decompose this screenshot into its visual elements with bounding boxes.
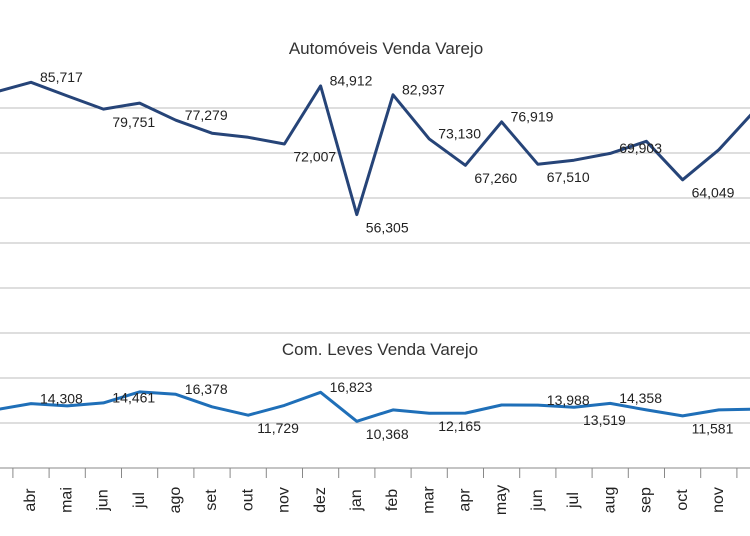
- data-label: 84,912: [330, 73, 373, 89]
- data-label: 67,510: [547, 169, 590, 185]
- x-tick-label: nov: [276, 487, 293, 513]
- data-label: 11,729: [257, 420, 299, 436]
- x-tick-label: jun: [95, 489, 112, 511]
- data-label: 13,519: [583, 412, 626, 428]
- data-label: 64,049: [692, 184, 735, 200]
- data-label: 69,903: [619, 140, 662, 156]
- chart-title: Automóveis Venda Varejo: [289, 39, 483, 58]
- data-label: 67,260: [474, 170, 517, 186]
- x-tick-label: feb: [384, 489, 401, 511]
- data-label: 12,165: [438, 418, 481, 434]
- x-tick-label: ago: [167, 487, 184, 514]
- x-tick-label: sep: [638, 487, 655, 513]
- data-label: 73,130: [438, 126, 481, 142]
- x-tick-label: nov: [710, 487, 727, 513]
- data-label: 14,461: [112, 390, 155, 406]
- x-tick-label: dez: [312, 487, 329, 513]
- x-tick-label: aug: [601, 487, 618, 514]
- line: [0, 390, 750, 423]
- data-label: 14,358: [619, 390, 662, 406]
- x-tick-label: abr: [22, 488, 39, 512]
- x-tick-label: jul: [565, 492, 582, 509]
- chart-title: Com. Leves Venda Varejo: [282, 340, 478, 359]
- data-label: 11,581: [692, 421, 734, 437]
- data-label: 56,305: [366, 219, 409, 235]
- x-tick-label: mai: [58, 487, 75, 513]
- data-label: 10,368: [366, 426, 409, 442]
- line: [0, 80, 750, 217]
- data-label: 14,308: [40, 390, 83, 406]
- x-tick-label: set: [203, 489, 220, 511]
- data-label: 82,937: [402, 81, 445, 97]
- x-tick-label: out: [239, 488, 256, 511]
- data-label: 16,823: [330, 379, 373, 395]
- data-label: 76,919: [511, 109, 554, 125]
- data-label: 77,279: [185, 107, 228, 123]
- x-tick-label: may: [493, 485, 510, 515]
- data-label: 16,378: [185, 381, 228, 397]
- x-tick-label: jul: [131, 492, 148, 509]
- data-label: 13,988: [547, 392, 590, 408]
- data-label: 79,751: [112, 114, 155, 130]
- x-tick-label: oct: [674, 489, 691, 511]
- x-tick-label: jun: [529, 489, 546, 511]
- x-tick-label: jan: [348, 489, 365, 511]
- data-label: 72,007: [293, 149, 336, 165]
- data-label: 85,717: [40, 69, 83, 85]
- x-tick-label: mar: [420, 486, 437, 514]
- x-tick-label: apr: [457, 488, 474, 512]
